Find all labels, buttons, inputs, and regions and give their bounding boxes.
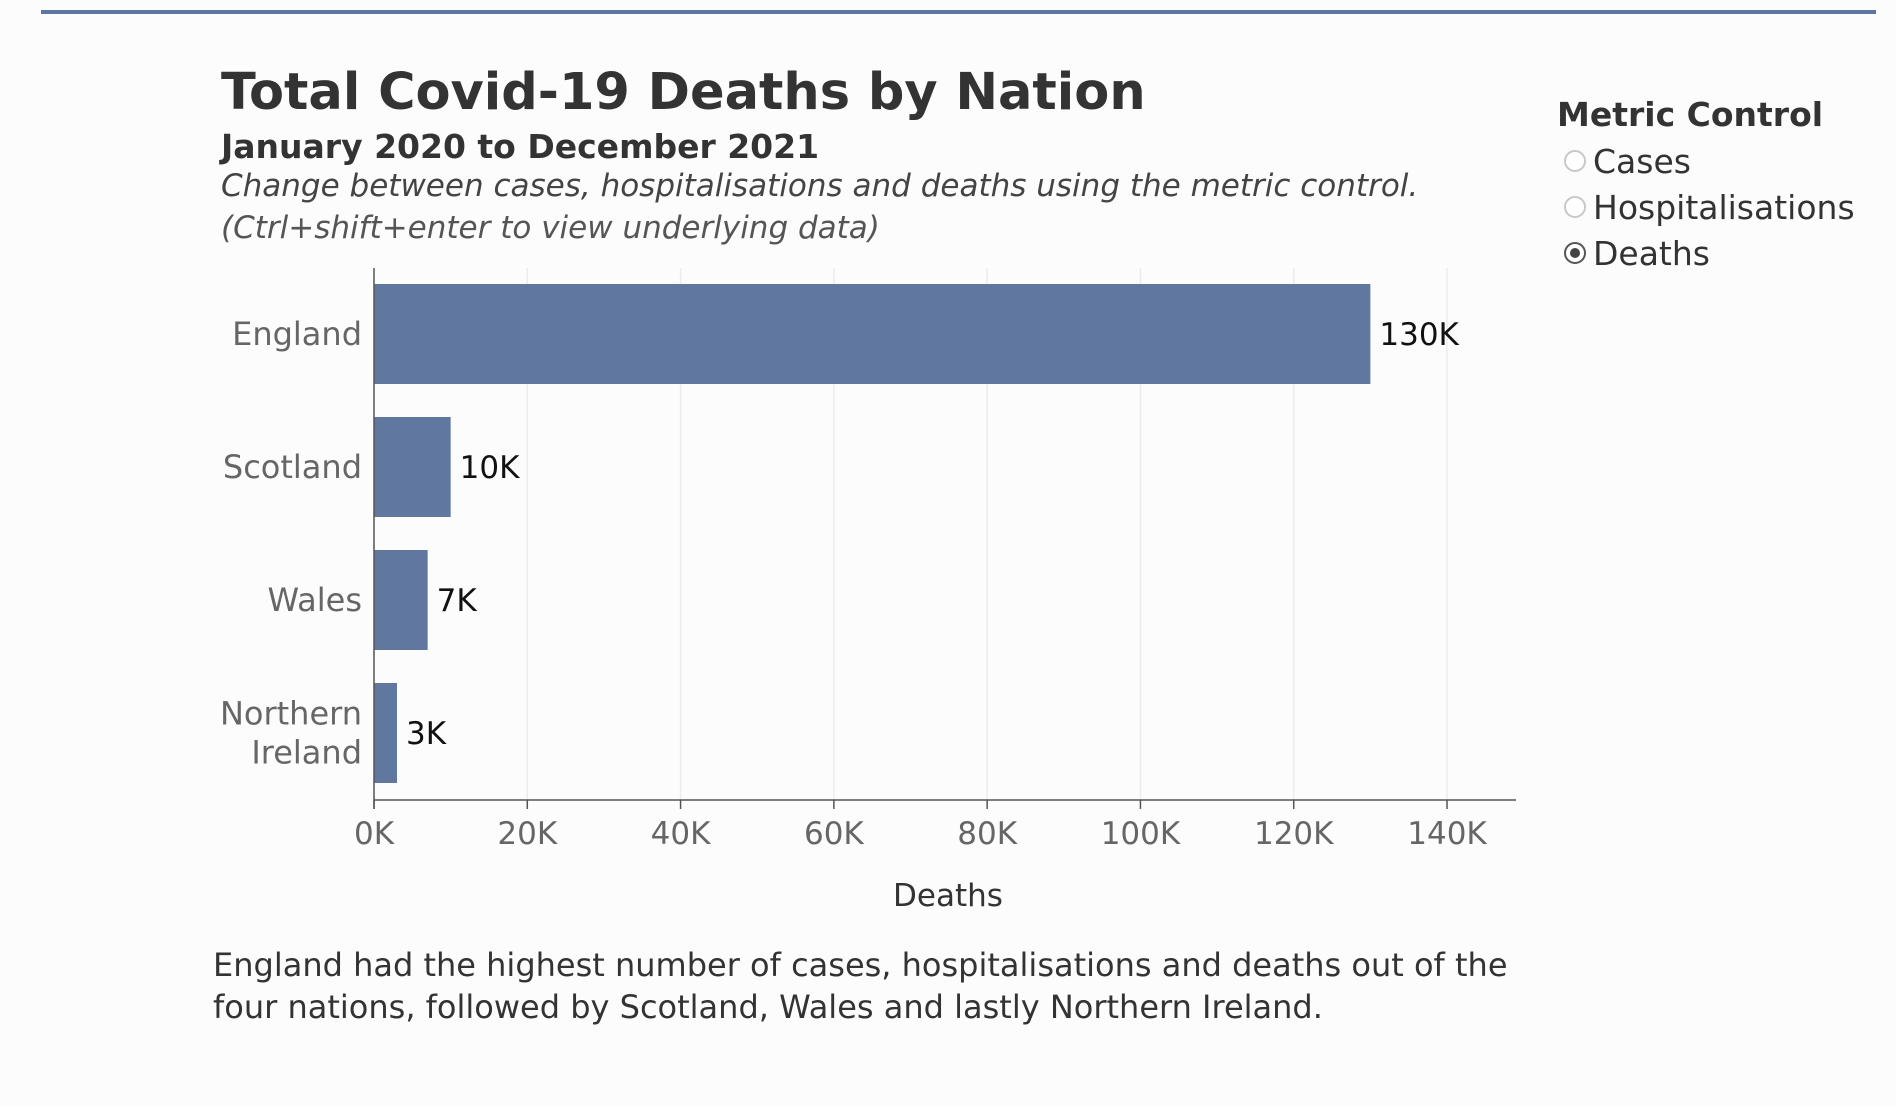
- x-tick-label: 40K: [651, 816, 711, 852]
- category-label: Scotland: [223, 448, 362, 486]
- category-label: England: [232, 315, 362, 353]
- radio-button-icon[interactable]: [1564, 196, 1586, 218]
- data-label: 7K: [437, 583, 478, 619]
- metric-option-label: Deaths: [1593, 233, 1710, 273]
- bar[interactable]: [374, 284, 1371, 384]
- x-tick-label: 100K: [1101, 816, 1181, 852]
- metric-option-label: Cases: [1593, 141, 1691, 181]
- x-tick-label: 0K: [354, 816, 395, 852]
- metric-control: Metric Control Cases Hospitalisations De…: [1557, 95, 1887, 276]
- x-tick-label: 20K: [497, 816, 557, 852]
- category-label: Northern Ireland: [220, 695, 362, 772]
- top-accent-rule: [41, 10, 1876, 14]
- x-tick-label: 140K: [1407, 816, 1487, 852]
- bar[interactable]: [374, 417, 451, 517]
- x-axis-title: Deaths: [893, 878, 1003, 914]
- bar[interactable]: [374, 683, 397, 783]
- x-tick-label: 60K: [804, 816, 864, 852]
- metric-option-cases[interactable]: Cases: [1557, 138, 1887, 184]
- x-tick-label: 120K: [1254, 816, 1334, 852]
- metric-option-label: Hospitalisations: [1593, 187, 1855, 227]
- bar-layer: [374, 284, 1371, 783]
- bar[interactable]: [374, 550, 428, 650]
- radio-button-icon[interactable]: [1564, 150, 1586, 172]
- keyboard-hint: (Ctrl+shift+enter to view underlying dat…: [221, 210, 880, 246]
- chart-footnote: England had the highest number of cases,…: [213, 946, 1508, 1026]
- metric-option-deaths[interactable]: Deaths: [1557, 230, 1887, 276]
- metric-control-title: Metric Control: [1557, 95, 1824, 134]
- chart-subtitle: January 2020 to December 2021: [221, 127, 820, 166]
- axis-layer: 0K 20K 40K 60K 80K 100K 120K 140K Deaths: [354, 268, 1516, 914]
- category-label: Wales: [268, 581, 362, 619]
- label-layer: England 130K Scotland 10K Wales 7K Northern Ire…: [220, 315, 1460, 772]
- x-tick-label: 80K: [957, 816, 1017, 852]
- metric-option-hospitalisations[interactable]: Hospitalisations: [1557, 184, 1887, 230]
- data-label: 3K: [406, 716, 447, 752]
- radio-button-icon[interactable]: [1564, 242, 1586, 264]
- data-label: 10K: [460, 450, 520, 486]
- chart-title: Total Covid-19 Deaths by Nation: [221, 63, 1146, 122]
- chart-instruction: Change between cases, hospitalisations a…: [221, 168, 1419, 204]
- data-label: 130K: [1379, 317, 1459, 353]
